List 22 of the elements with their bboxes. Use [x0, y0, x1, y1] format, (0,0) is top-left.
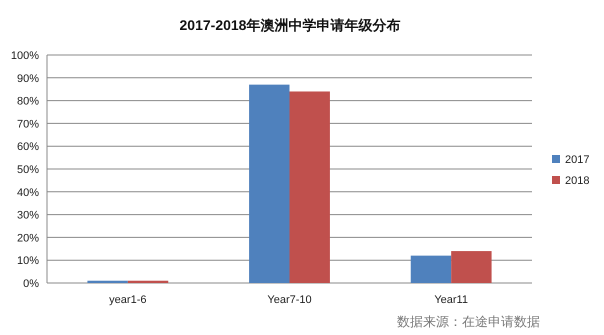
y-tick-label: 100% — [10, 50, 40, 62]
bar — [451, 251, 492, 283]
y-tick-label: 80% — [16, 96, 40, 108]
bar — [410, 256, 452, 283]
x-tick-label: year1-6 — [109, 294, 146, 306]
y-tick-label: 30% — [16, 210, 40, 222]
y-tick-label: 0% — [23, 278, 40, 290]
y-tick-label: 40% — [16, 186, 40, 199]
y-tick-label: 20% — [16, 232, 40, 244]
y-tick-label: 70% — [16, 118, 40, 130]
y-tick-label: 60% — [16, 141, 40, 154]
y-tick-label: 50% — [16, 164, 40, 176]
legend-label: 2018 — [565, 175, 590, 187]
x-tick-label: Year7-10 — [267, 294, 312, 306]
legend-label: 2017 — [565, 154, 590, 166]
chart-title: 2017-2018年澳洲中学申请年级分布 — [180, 17, 400, 33]
y-tick-label: 90% — [16, 72, 40, 85]
bar — [290, 91, 330, 283]
bar — [249, 84, 290, 283]
y-tick-label: 10% — [16, 255, 40, 268]
source-note: 数据来源：在途申请数据 — [397, 314, 540, 329]
x-tick-label: Year11 — [434, 294, 468, 306]
